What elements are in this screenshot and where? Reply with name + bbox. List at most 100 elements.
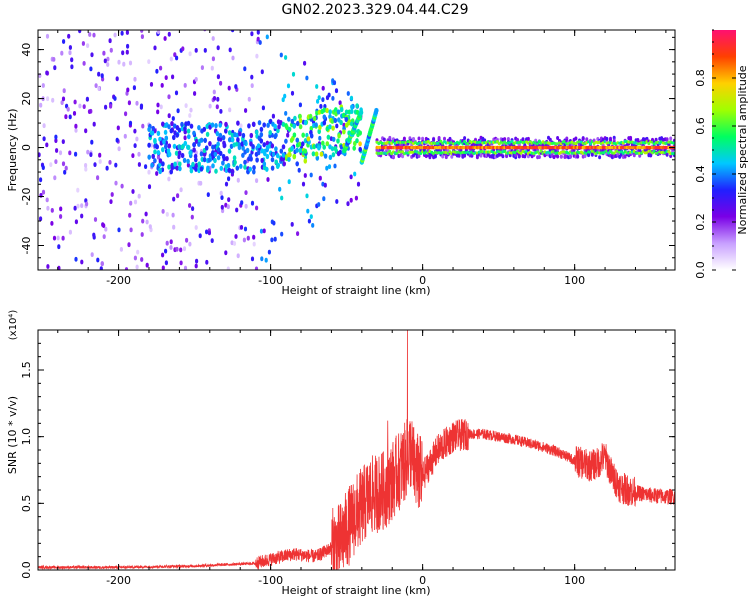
spectrogram-cell [97, 86, 101, 91]
spectrogram-cell [161, 147, 165, 153]
spectrogram-cell [54, 134, 58, 140]
spectrogram-cell [199, 151, 204, 157]
spectrogram-cell [441, 154, 445, 159]
spectrogram-cell [147, 184, 152, 190]
spectrogram-cell [284, 138, 288, 144]
spectrogram-cell [222, 143, 227, 149]
spectrogram-cell [287, 179, 291, 185]
spectrogram-cell [261, 105, 265, 111]
spectrogram-cell [123, 133, 127, 139]
spectrogram-cell [331, 125, 335, 131]
spectrogram-cell [243, 226, 248, 232]
spectrogram-cell [292, 154, 297, 160]
spectrogram-cell [331, 96, 335, 101]
spectrogram-cell [273, 123, 278, 129]
spectrogram-cell [128, 60, 133, 66]
spectrogram-cell [333, 117, 338, 124]
spectrogram-cell [127, 242, 131, 248]
spectrogram-cell [270, 165, 275, 171]
spectrogram-cell [236, 120, 240, 126]
spectrogram-cell [104, 226, 108, 232]
spectrogram-cell [358, 109, 364, 116]
spectrogram-cell [59, 206, 63, 212]
spectrogram-cell [505, 154, 509, 159]
spectrogram-cell [164, 135, 169, 141]
spectrogram-cell [167, 151, 172, 157]
spectrogram-cell [227, 137, 232, 143]
spectrogram-cell [88, 32, 92, 37]
spectrogram-cell [41, 165, 45, 171]
spectrogram-cell [230, 168, 235, 174]
spectrogram-cell [148, 224, 152, 230]
spectrogram-cell [341, 112, 346, 118]
spectrogram-cell [54, 159, 58, 165]
spectrogram-cell [234, 234, 238, 239]
spectrogram-cell [207, 230, 211, 236]
spectrogram-cell [298, 113, 302, 119]
spectrogram-cell [243, 164, 247, 170]
spectrogram-cell [315, 155, 320, 161]
spectrogram-cell [501, 154, 505, 159]
spectrogram-cell [210, 65, 214, 71]
spectrogram-cell [325, 107, 329, 114]
spectrogram-cell [125, 30, 129, 35]
spectrogram-cell [284, 111, 288, 116]
spectrogram-cell [219, 190, 223, 196]
spectrogram-cell [45, 197, 49, 203]
spectrogram-cell [318, 175, 322, 181]
spectrogram-cell [350, 108, 354, 114]
spectrogram-cell [169, 128, 174, 134]
spectrogram-cell [140, 34, 144, 39]
spectrogram-cell [194, 162, 199, 169]
spectrogram-cell [172, 196, 176, 202]
spectrogram-cell [275, 153, 280, 159]
spectrogram-cell [247, 123, 251, 129]
spectrogram-cell [153, 138, 157, 145]
spectrogram-cell [100, 73, 104, 79]
spectrogram-cell [316, 99, 320, 104]
spectrogram-cell [160, 83, 164, 88]
spectrogram-cell [519, 151, 523, 155]
spectrogram-cell [268, 118, 273, 124]
spectrogram-cell [336, 151, 341, 157]
spectrogram-cell [241, 132, 246, 139]
spectrogram-cell [156, 102, 160, 108]
spectrogram-cell [194, 263, 198, 269]
spectrogram-cell [55, 148, 59, 153]
spectrogram-cell [163, 36, 167, 41]
spectrogram-cell [72, 111, 77, 116]
spectrogram-cell [274, 159, 279, 165]
spectrogram-cell [301, 181, 306, 187]
spectrogram-cell [179, 187, 183, 193]
spectrogram-cell [358, 146, 363, 153]
spectrogram-cell [306, 136, 311, 142]
spectrogram-cell [117, 59, 121, 65]
spectrogram-cell [287, 152, 291, 158]
spectrogram-cell [259, 132, 264, 138]
spectrogram-cell [230, 137, 235, 143]
spectrogram-cell [654, 137, 658, 142]
spectrogram-cell [64, 165, 68, 171]
spectrogram-cell [84, 163, 88, 168]
spectrogram-cell [155, 171, 159, 176]
spectrogram-cell [236, 177, 240, 183]
spectrogram-cell [192, 130, 196, 136]
spectrogram-cell [517, 154, 521, 159]
spectrogram-cell [99, 266, 103, 270]
spectrogram-cell [272, 220, 276, 226]
spectrogram-cell [319, 151, 324, 157]
spectrogram-cell [235, 141, 239, 147]
spectrogram-cell [605, 136, 609, 141]
spectrogram-cell [173, 161, 177, 167]
spectrogram-cell [665, 137, 669, 142]
spectrogram-cell [171, 74, 175, 80]
spectrogram-cell [236, 253, 240, 259]
spectrogram-cell [192, 147, 196, 153]
spectrogram-cell [216, 147, 221, 153]
spectrogram-cell [250, 256, 255, 262]
x-tick-label: -200 [106, 274, 131, 287]
spectrogram-cell [334, 88, 339, 94]
spectrogram-cell [241, 145, 245, 151]
spectrogram-cell [260, 256, 264, 262]
spectrogram-cell [180, 144, 184, 150]
